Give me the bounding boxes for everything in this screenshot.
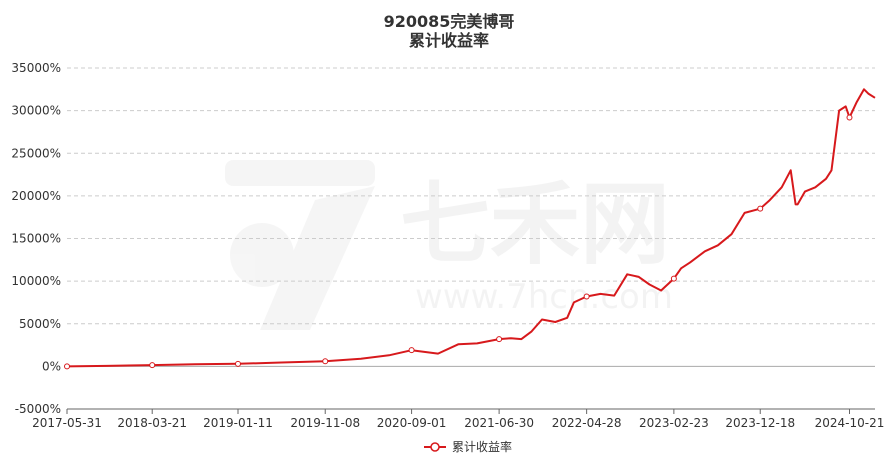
series-marker <box>583 293 590 300</box>
series-marker <box>846 114 853 121</box>
x-axis: 2017-05-31 2018-03-21 2019-01-11 2019-11-08… <box>32 408 885 430</box>
x-tick-label: 2020-09-01 <box>377 416 447 430</box>
series-marker <box>757 205 764 212</box>
x-tick-label: 2023-12-18 <box>725 416 795 430</box>
watermark-logo <box>225 160 375 330</box>
legend-marker <box>430 442 440 452</box>
x-tick-label: 2019-11-08 <box>290 416 360 430</box>
x-tick-label: 2024-10-21 <box>815 416 885 430</box>
x-tick-label: 2023-02-23 <box>639 416 709 430</box>
y-tick-label: 35000% <box>11 61 61 75</box>
series-marker <box>670 275 677 282</box>
title-block: 920085完美博哥 累计收益率 <box>384 12 515 50</box>
series-marker <box>149 362 156 369</box>
y-tick-label: 20000% <box>11 189 61 203</box>
watermark-brand: 七禾网 <box>400 172 670 277</box>
chart-subtitle: 累计收益率 <box>409 31 489 50</box>
y-tick-label: 30000% <box>11 104 61 118</box>
y-tick-label: 0% <box>42 359 61 373</box>
y-axis: -5000% 0% 5000% 10000% 15000% 20000% 25000% 300… <box>11 61 61 416</box>
x-tick-label: 2017-05-31 <box>32 416 102 430</box>
x-tick-label: 2018-03-21 <box>117 416 187 430</box>
watermark-url: www.7hcn.com <box>415 277 673 317</box>
chart-title: 920085完美博哥 <box>384 12 515 31</box>
series-marker <box>496 336 503 343</box>
series-marker <box>234 360 241 367</box>
legend-label: 累计收益率 <box>452 439 512 454</box>
series-marker <box>322 358 329 365</box>
y-tick-label: 10000% <box>11 274 61 288</box>
legend[interactable]: 累计收益率 <box>424 439 512 454</box>
y-tick-label: 25000% <box>11 146 61 160</box>
x-tick-label: 2021-06-30 <box>464 416 534 430</box>
series-marker <box>408 347 415 354</box>
y-tick-label: 5000% <box>19 317 61 331</box>
x-tick-label: 2019-01-11 <box>203 416 273 430</box>
y-tick-label: 15000% <box>11 232 61 246</box>
y-tick-label: -5000% <box>15 402 61 416</box>
x-tick-label: 2022-04-28 <box>552 416 622 430</box>
grid <box>67 67 875 410</box>
series-line <box>66 88 876 368</box>
series-group <box>64 88 876 370</box>
series-marker <box>64 363 70 370</box>
watermark: 七禾网 www.7hcn.com <box>225 160 673 330</box>
